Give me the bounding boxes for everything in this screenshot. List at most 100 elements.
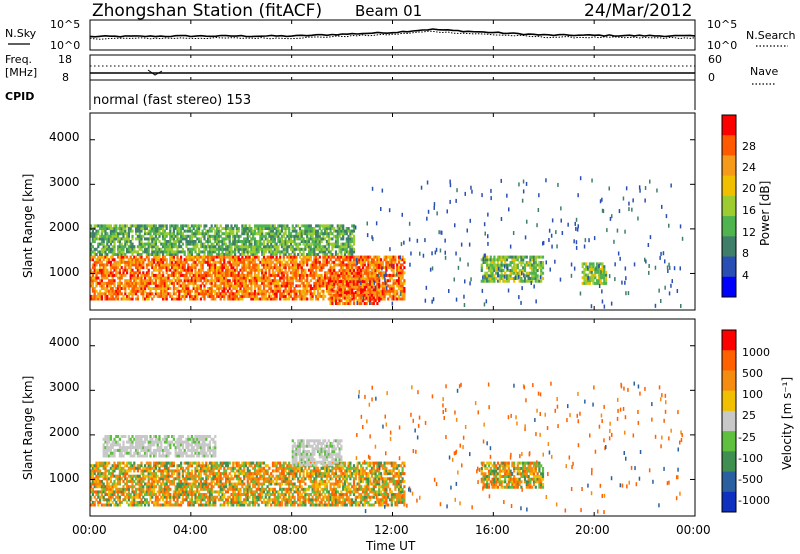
power-cell bbox=[264, 284, 267, 288]
power-cell bbox=[109, 284, 112, 288]
power-cell bbox=[212, 260, 215, 264]
power-cell bbox=[180, 232, 183, 236]
power-cell bbox=[322, 224, 325, 228]
power-cell bbox=[605, 273, 608, 277]
power-cell bbox=[315, 273, 318, 277]
power-cell bbox=[93, 253, 96, 256]
power-cell bbox=[183, 279, 186, 283]
power-cell bbox=[205, 271, 208, 275]
velocity-cell bbox=[120, 469, 123, 473]
power-cell bbox=[659, 255, 661, 260]
power-cell bbox=[491, 269, 494, 272]
power-cell bbox=[183, 284, 186, 288]
velocity-cell bbox=[118, 466, 121, 470]
power-cell bbox=[124, 253, 127, 256]
power-cell bbox=[244, 250, 248, 254]
power-cell bbox=[270, 250, 273, 254]
power-cell bbox=[322, 289, 325, 293]
power-cell bbox=[135, 281, 138, 285]
power-cell bbox=[309, 232, 312, 236]
power-cell bbox=[358, 268, 361, 272]
power-cell bbox=[275, 279, 278, 283]
velocity-cell bbox=[129, 469, 132, 473]
power-cell bbox=[358, 296, 361, 300]
power-cell bbox=[180, 289, 183, 293]
power-cell bbox=[545, 178, 547, 183]
power-cell bbox=[253, 240, 257, 243]
power-cell bbox=[259, 297, 262, 301]
power-cell bbox=[291, 234, 294, 238]
power-cell bbox=[271, 281, 275, 285]
power-cell bbox=[196, 258, 199, 262]
power-cell bbox=[196, 273, 199, 277]
power-cell bbox=[250, 292, 253, 296]
power-cell bbox=[291, 258, 294, 262]
power-cell bbox=[309, 292, 312, 296]
power-cell bbox=[363, 293, 366, 297]
power-cell bbox=[106, 255, 109, 259]
power-cell bbox=[331, 302, 334, 305]
power-cell bbox=[351, 255, 354, 259]
power-cell bbox=[313, 273, 316, 277]
power-cell bbox=[493, 261, 496, 264]
power-cell bbox=[361, 266, 365, 270]
power-cell bbox=[542, 240, 545, 245]
power-cell bbox=[214, 271, 217, 275]
power-cell bbox=[156, 250, 159, 254]
power-cell bbox=[311, 227, 314, 230]
power-cell bbox=[185, 237, 188, 241]
power-cell bbox=[444, 250, 446, 255]
power-cell bbox=[325, 242, 329, 246]
power-cell bbox=[306, 284, 309, 288]
power-cell bbox=[352, 263, 356, 267]
power-cell bbox=[302, 255, 305, 259]
power-cell bbox=[363, 255, 366, 259]
power-cell bbox=[131, 294, 134, 298]
power-cell bbox=[91, 271, 94, 275]
power-cell bbox=[230, 263, 233, 267]
power-cell bbox=[111, 250, 114, 254]
power-cell bbox=[333, 263, 336, 267]
power-cell bbox=[396, 279, 399, 283]
power-cell bbox=[228, 258, 231, 262]
power-cell bbox=[531, 266, 534, 270]
power-cell bbox=[601, 276, 604, 280]
power-cell bbox=[147, 273, 150, 277]
power-cell bbox=[284, 229, 287, 233]
power-cell bbox=[115, 289, 118, 293]
power-cell bbox=[273, 276, 276, 280]
power-cell bbox=[509, 255, 512, 259]
power-cell bbox=[131, 234, 134, 238]
velocity-cell bbox=[144, 493, 147, 496]
power-cell bbox=[248, 227, 251, 230]
power-cell bbox=[201, 260, 204, 264]
power-cell bbox=[138, 289, 141, 293]
power-cell bbox=[216, 247, 219, 251]
power-cell bbox=[493, 269, 496, 272]
power-cell bbox=[399, 289, 402, 293]
power-cell bbox=[199, 292, 202, 296]
power-cell bbox=[594, 273, 597, 277]
power-cell bbox=[366, 221, 368, 226]
power-cell bbox=[190, 242, 193, 246]
velocity-cell bbox=[154, 500, 157, 504]
power-cell bbox=[100, 287, 103, 290]
power-cell bbox=[257, 242, 260, 246]
power-cell bbox=[590, 270, 593, 274]
power-cell bbox=[508, 207, 510, 212]
power-cell bbox=[324, 229, 327, 233]
power-cell bbox=[487, 234, 489, 239]
power-cell bbox=[185, 229, 188, 233]
power-cell bbox=[370, 269, 374, 273]
power-cell bbox=[365, 291, 368, 294]
power-cell bbox=[275, 281, 278, 285]
power-cell bbox=[496, 279, 500, 283]
power-cell bbox=[196, 224, 199, 228]
power-cell bbox=[253, 255, 257, 259]
power-cell bbox=[178, 289, 181, 293]
power-cell bbox=[203, 224, 206, 228]
power-cell bbox=[111, 240, 114, 243]
power-cell bbox=[555, 230, 557, 235]
power-cell bbox=[318, 224, 321, 228]
power-cell bbox=[378, 271, 381, 275]
